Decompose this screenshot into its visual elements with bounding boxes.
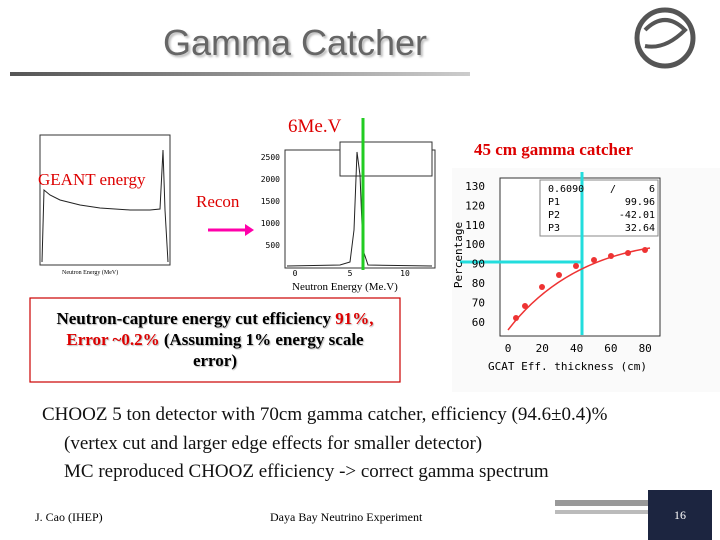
x-tick-label: 60 [604,342,617,355]
title-rule [10,72,470,76]
text: (Assuming 1% energy scale [163,330,364,349]
page-number: 16 [674,508,686,522]
right-plot [452,168,720,392]
footer-bar [555,510,648,514]
text: error) [192,351,238,370]
fit-text: -42.01 [619,210,655,221]
fit-text: P2 [548,210,560,221]
y-tick-label: 500 [266,241,281,250]
body-text: MC reproduced CHOOZ efficiency -> correc… [64,461,549,482]
fit-text: P3 [548,223,560,234]
x-tick-label: 10 [400,269,410,278]
fit-text: 0.6090 [548,184,584,195]
axis-label: Percentage [452,222,465,288]
fit-text: 99.96 [625,197,655,208]
y-tick-label: 100 [465,238,485,251]
x-tick-label: 0 [505,342,512,355]
axis-label: Neutron Energy (MeV) [62,270,119,276]
x-tick-label: 5 [348,269,353,278]
axis-label: GCAT Eff. thickness (cm) [488,360,647,373]
x-tick-label: 20 [536,342,549,355]
x-tick-label: 80 [639,342,652,355]
x-tick-label: 0 [293,269,298,278]
y-tick-label: 70 [472,296,485,309]
result-frame [29,297,401,383]
footer-author: J. Cao (IHEP) [35,510,103,524]
footer-event: Daya Bay Neutrino Experiment [270,510,423,524]
y-tick-label: 90 [472,258,485,271]
logo [643,18,688,49]
text: Error ~0.2% [66,330,160,349]
plot-title: 45 cm gamma catcher [470,138,638,162]
body-text: (vertex cut and larger edge effects for … [64,433,483,454]
slide-title: Gamma Catcher [162,22,428,63]
fit-text: P1 [548,197,560,208]
x-tick-label: 40 [570,342,583,355]
page-box [648,490,712,540]
y-tick-label: 80 [472,277,485,290]
y-tick-label: 2500 [261,153,280,162]
fit-text: / [610,184,616,195]
left-plot [39,134,171,266]
fit-text: 6 [649,184,655,195]
plot-label: Recon [196,192,240,211]
y-tick-label: 1500 [261,197,280,206]
y-tick-label: 130 [465,180,485,193]
y-tick-label: 120 [465,199,485,212]
footer-bar [555,500,648,506]
middle-plot [208,118,436,270]
y-tick-label: 2000 [261,175,280,184]
axis-label: Neutron Energy (Me.V) [292,281,398,293]
plot-label: GEANT energy [38,170,146,189]
plot-label: 6Me.V [288,116,342,137]
fit-text: 32.64 [625,223,655,234]
y-tick-label: 1000 [261,219,280,228]
text: 91%, [335,309,374,328]
logo [634,7,696,69]
result-text: Neutron-capture energy cut efficiency 91… [40,308,390,371]
y-tick-label: 110 [465,219,485,232]
body-text: CHOOZ 5 ton detector with 70cm gamma cat… [42,404,608,425]
y-tick-label: 60 [472,316,485,329]
text: Neutron-capture energy cut efficiency [56,309,332,328]
